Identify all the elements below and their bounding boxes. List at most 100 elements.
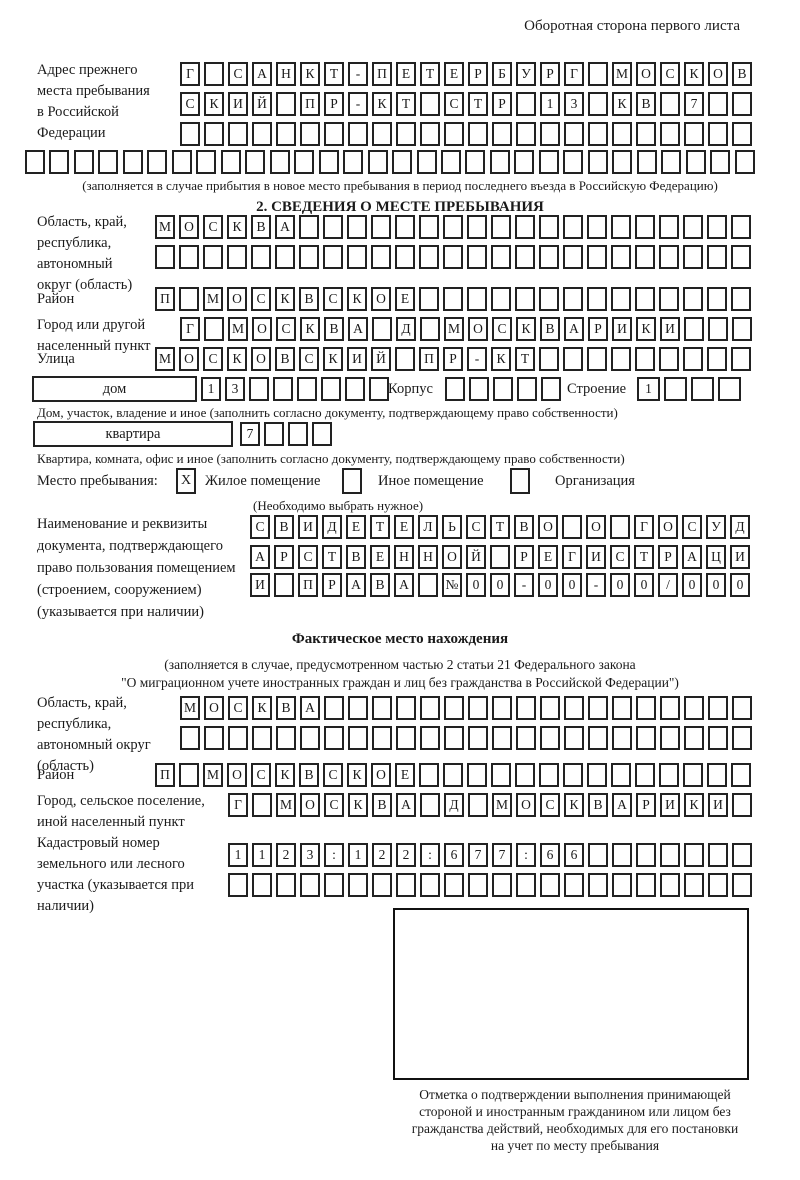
grid-cell[interactable]: Г xyxy=(228,793,248,817)
grid-cell[interactable] xyxy=(731,245,751,269)
grid-cell[interactable] xyxy=(540,696,560,720)
grid-cell[interactable]: - xyxy=(514,573,534,597)
grid-cell[interactable] xyxy=(731,215,751,239)
grid-cell[interactable]: Р xyxy=(324,92,344,116)
grid-cell[interactable]: И xyxy=(228,92,248,116)
grid-cell[interactable]: Й xyxy=(371,347,391,371)
grid-cell[interactable] xyxy=(468,793,488,817)
grid-cell[interactable] xyxy=(348,122,368,146)
grid-cell[interactable]: Р xyxy=(274,545,294,569)
grid-cell[interactable]: А xyxy=(300,696,320,720)
grid-cell[interactable]: В xyxy=(732,62,752,86)
grid-cell[interactable]: Ц xyxy=(706,545,726,569)
grid-cell[interactable] xyxy=(300,122,320,146)
grid-cell[interactable] xyxy=(467,215,487,239)
grid-cell[interactable]: 0 xyxy=(682,573,702,597)
grid-cell[interactable]: Т xyxy=(370,515,390,539)
grid-cell[interactable]: О xyxy=(179,215,199,239)
grid-cell[interactable]: С xyxy=(682,515,702,539)
grid-cell[interactable]: А xyxy=(252,62,272,86)
grid-cell[interactable] xyxy=(683,245,703,269)
grid-cell[interactable] xyxy=(372,873,392,897)
grid-cell[interactable] xyxy=(516,122,536,146)
grid-cell[interactable] xyxy=(324,696,344,720)
grid-cell[interactable] xyxy=(249,377,269,401)
grid-cell[interactable]: Е xyxy=(395,763,415,787)
grid-cell[interactable] xyxy=(288,422,308,446)
grid-cell[interactable] xyxy=(636,122,656,146)
grid-cell[interactable]: Г xyxy=(180,317,200,341)
grid-cell[interactable] xyxy=(395,215,415,239)
grid-cell[interactable] xyxy=(347,245,367,269)
grid-cell[interactable] xyxy=(636,873,656,897)
grid-cell[interactable] xyxy=(732,843,752,867)
grid-cell[interactable] xyxy=(708,696,728,720)
grid-cell[interactable]: С xyxy=(323,763,343,787)
grid-cell[interactable] xyxy=(707,347,727,371)
grid-cell[interactable]: В xyxy=(346,545,366,569)
checkbox-other-premises[interactable] xyxy=(342,468,362,494)
grid-cell[interactable]: М xyxy=(203,763,223,787)
grid-cell[interactable]: В xyxy=(540,317,560,341)
grid-cell[interactable] xyxy=(491,245,511,269)
grid-cell[interactable] xyxy=(611,347,631,371)
grid-cell[interactable]: О xyxy=(658,515,678,539)
grid-cell[interactable]: И xyxy=(660,793,680,817)
grid-cell[interactable] xyxy=(147,150,168,174)
grid-cell[interactable]: 0 xyxy=(538,573,558,597)
grid-cell[interactable] xyxy=(468,122,488,146)
grid-cell[interactable] xyxy=(276,726,296,750)
grid-cell[interactable] xyxy=(685,150,706,174)
grid-cell[interactable]: В xyxy=(274,515,294,539)
grid-cell[interactable]: В xyxy=(299,763,319,787)
grid-cell[interactable]: И xyxy=(660,317,680,341)
grid-cell[interactable]: В xyxy=(372,793,392,817)
grid-cell[interactable]: 0 xyxy=(706,573,726,597)
grid-cell[interactable] xyxy=(273,377,293,401)
grid-cell[interactable]: И xyxy=(730,545,750,569)
grid-cell[interactable]: О xyxy=(468,317,488,341)
grid-cell[interactable] xyxy=(245,150,266,174)
grid-cell[interactable] xyxy=(420,726,440,750)
grid-cell[interactable]: 7 xyxy=(492,843,512,867)
grid-cell[interactable] xyxy=(25,150,45,174)
grid-cell[interactable]: О xyxy=(636,62,656,86)
house-box[interactable]: дом xyxy=(32,376,197,402)
grid-cell[interactable] xyxy=(660,873,680,897)
grid-cell[interactable] xyxy=(371,245,391,269)
grid-cell[interactable] xyxy=(707,763,727,787)
grid-cell[interactable] xyxy=(708,873,728,897)
grid-cell[interactable]: К xyxy=(348,793,368,817)
grid-cell[interactable]: 7 xyxy=(468,843,488,867)
grid-cell[interactable] xyxy=(732,873,752,897)
grid-cell[interactable]: О xyxy=(708,62,728,86)
grid-cell[interactable]: К xyxy=(347,763,367,787)
grid-cell[interactable] xyxy=(420,122,440,146)
grid-cell[interactable] xyxy=(540,122,560,146)
grid-cell[interactable]: Е xyxy=(394,515,414,539)
grid-cell[interactable] xyxy=(661,150,682,174)
grid-cell[interactable] xyxy=(707,287,727,311)
grid-cell[interactable] xyxy=(660,696,680,720)
grid-cell[interactable]: К xyxy=(564,793,584,817)
grid-cell[interactable]: С xyxy=(251,287,271,311)
grid-cell[interactable]: М xyxy=(155,215,175,239)
grid-cell[interactable]: П xyxy=(300,92,320,116)
grid-cell[interactable]: С xyxy=(251,763,271,787)
grid-cell[interactable] xyxy=(343,150,364,174)
grid-cell[interactable] xyxy=(396,726,416,750)
grid-cell[interactable]: А xyxy=(348,317,368,341)
grid-cell[interactable] xyxy=(516,696,536,720)
grid-cell[interactable]: С xyxy=(492,317,512,341)
grid-cell[interactable]: К xyxy=(516,317,536,341)
grid-cell[interactable] xyxy=(588,62,608,86)
grid-cell[interactable] xyxy=(300,873,320,897)
grid-cell[interactable] xyxy=(564,873,584,897)
grid-cell[interactable] xyxy=(323,215,343,239)
grid-cell[interactable] xyxy=(252,793,272,817)
grid-cell[interactable] xyxy=(348,726,368,750)
grid-cell[interactable] xyxy=(659,763,679,787)
grid-cell[interactable] xyxy=(98,150,119,174)
grid-cell[interactable] xyxy=(369,377,389,401)
grid-cell[interactable]: К xyxy=(491,347,511,371)
